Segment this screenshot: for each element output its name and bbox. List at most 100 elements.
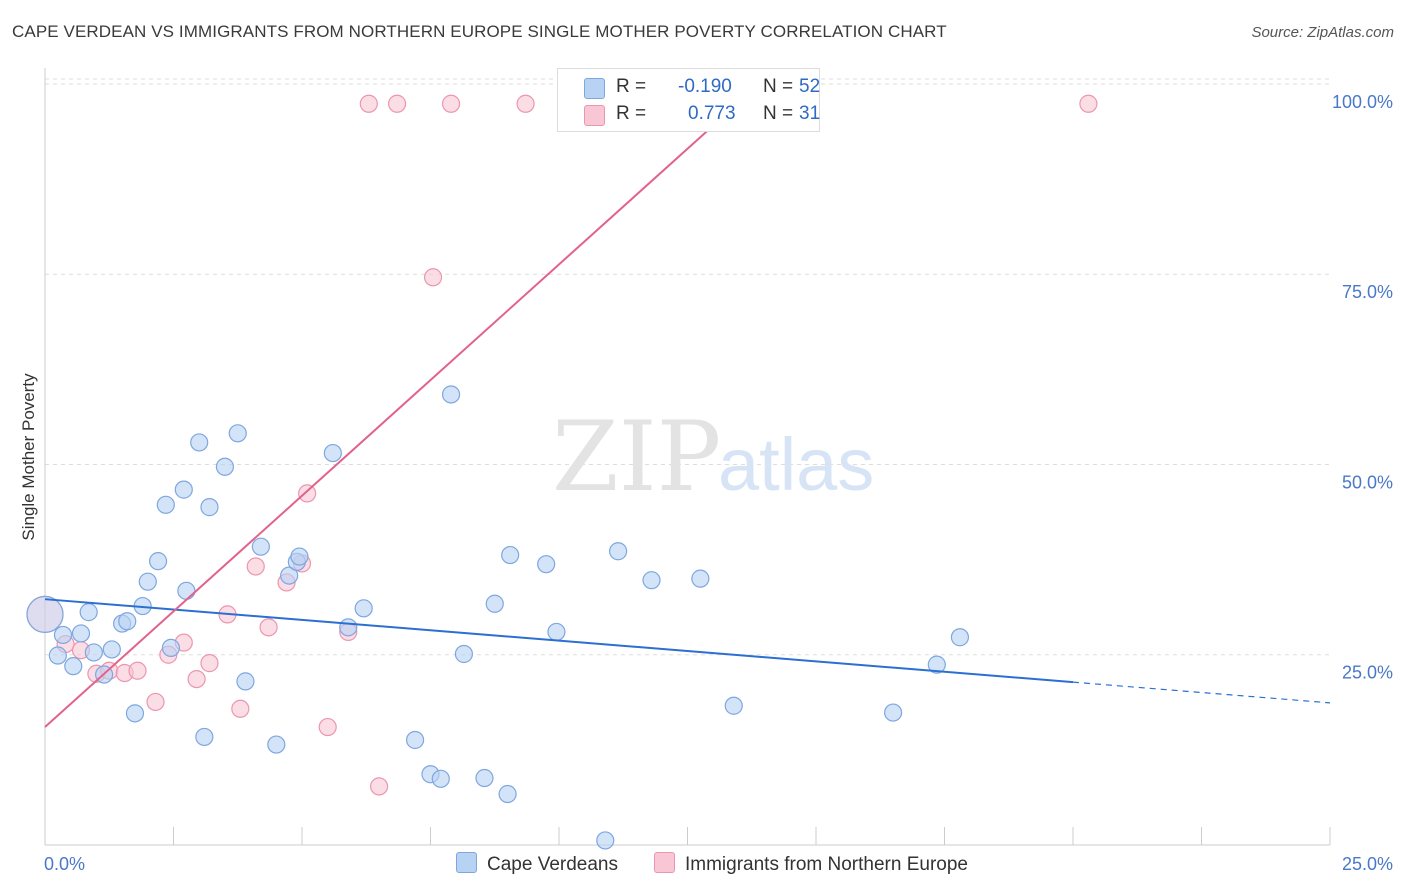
point-cape-verdean <box>177 581 196 600</box>
trend-lines <box>44 83 1331 728</box>
point-immigrants-northern-europe <box>259 618 278 637</box>
legend-n-value: 31 <box>799 103 821 124</box>
point-cape-verdean <box>215 457 234 476</box>
legend-r-label: R = <box>616 103 647 124</box>
point-cape-verdean <box>200 498 219 517</box>
tick-labels: 25.0% 50.0% 75.0% 100.0% 0.0% 25.0% <box>44 92 1393 874</box>
point-cape-verdean <box>102 640 121 659</box>
point-cape-verdean <box>323 443 342 463</box>
point-cape-verdean <box>724 696 743 715</box>
point-cape-verdean <box>454 644 474 664</box>
legend-n-value: 52 <box>799 76 821 97</box>
point-cape-verdean <box>195 727 214 747</box>
x-tick-label: 25.0% <box>1342 854 1393 874</box>
point-immigrants-northern-europe <box>187 669 206 689</box>
point-cape-verdean <box>950 628 970 647</box>
point-immigrants-northern-europe <box>128 661 147 680</box>
point-cape-verdean <box>927 655 946 674</box>
point-cape-verdean <box>79 603 98 622</box>
point-cape-verdean <box>64 657 83 676</box>
watermark-atlas: atlas <box>718 423 874 506</box>
point-cape-verdean <box>596 831 615 850</box>
point-cape-verdean <box>174 480 193 499</box>
y-tick-label: 75.0% <box>1342 282 1393 302</box>
point-cape-verdean <box>354 599 373 618</box>
point-cape-verdean <box>53 625 73 645</box>
point-immigrants-northern-europe <box>370 777 389 796</box>
point-cape-verdean <box>547 622 566 642</box>
point-immigrants-northern-europe <box>516 94 535 113</box>
trend-line-cape-verdeans <box>44 598 1074 684</box>
point-cape-verdean <box>228 424 247 443</box>
point-cape-verdean <box>883 703 903 722</box>
watermark-zip: ZIP <box>552 401 721 513</box>
point-cape-verdean <box>290 547 309 566</box>
trend-line-cape-verdeans-extension <box>1072 681 1331 704</box>
point-cape-verdean <box>236 672 255 691</box>
point-cape-verdean <box>156 495 175 514</box>
axes <box>44 68 1331 846</box>
y-tick-label: 50.0% <box>1342 472 1393 492</box>
point-immigrants-northern-europe <box>359 94 378 113</box>
correlation-legend: R = -0.190 N = 52 R = 0.773 N = 31 <box>557 68 820 132</box>
legend-swatch-pink <box>584 105 605 126</box>
point-cape-verdean <box>138 572 157 591</box>
legend-n-label: N = <box>763 76 794 97</box>
point-cape-verdean <box>501 545 520 565</box>
bottom-legend-swatch-pink <box>654 852 675 873</box>
point-immigrants-northern-europe <box>318 717 337 737</box>
bottom-legend-immigrants: Immigrants from Northern Europe <box>654 852 968 876</box>
point-cape-verdean <box>405 730 425 750</box>
point-cape-verdean <box>161 638 181 657</box>
bottom-legend-cape-verdeans: Cape Verdeans <box>456 852 618 876</box>
point-cape-verdean <box>251 537 270 556</box>
point-immigrants-northern-europe <box>298 484 317 503</box>
chart-title: CAPE VERDEAN VS IMMIGRANTS FROM NORTHERN… <box>12 22 947 41</box>
point-immigrants-northern-europe <box>146 692 165 712</box>
legend-r-value: 0.773 <box>688 103 736 124</box>
point-cape-verdean <box>441 385 461 404</box>
x-tick-label: 0.0% <box>44 854 85 874</box>
legend-swatch-blue <box>584 78 605 99</box>
bottom-legend-label: Cape Verdeans <box>487 854 618 875</box>
legend-r-label: R = <box>616 76 647 97</box>
grid-lines <box>45 78 1330 656</box>
y-axis-label: Single Mother Poverty <box>19 373 38 541</box>
point-cape-verdean <box>498 784 517 804</box>
point-cape-verdean <box>48 646 67 665</box>
bottom-legend-label: Immigrants from Northern Europe <box>685 854 968 875</box>
point-cape-verdean <box>26 595 64 634</box>
point-cape-verdean <box>71 624 91 643</box>
legend-n-label: N = <box>763 103 794 124</box>
point-cape-verdean <box>609 542 628 561</box>
point-cape-verdean <box>148 552 168 571</box>
point-immigrants-northern-europe <box>200 654 219 673</box>
trend-line-immigrants <box>44 83 761 728</box>
point-cape-verdean <box>475 768 494 788</box>
point-immigrants-northern-europe <box>441 94 461 113</box>
legend-r-value: -0.190 <box>678 76 732 97</box>
series-cape-verdeans-points <box>26 385 970 850</box>
point-cape-verdean <box>267 735 286 754</box>
point-cape-verdean <box>485 594 504 613</box>
y-tick-label: 100.0% <box>1332 92 1393 112</box>
point-immigrants-northern-europe <box>231 699 250 718</box>
y-tick-label: 25.0% <box>1342 663 1393 683</box>
point-cape-verdean <box>537 555 556 574</box>
point-cape-verdean <box>84 643 103 662</box>
point-immigrants-northern-europe <box>246 557 265 576</box>
point-cape-verdean <box>691 569 710 588</box>
source-label: Source: ZipAtlas.com <box>1251 24 1394 41</box>
point-immigrants-northern-europe <box>423 268 443 287</box>
point-cape-verdean <box>190 433 209 452</box>
point-cape-verdean <box>280 566 299 585</box>
point-cape-verdean <box>431 769 450 788</box>
point-immigrants-northern-europe <box>387 94 407 113</box>
point-cape-verdean <box>125 704 145 723</box>
watermark: ZIP atlas <box>552 401 874 513</box>
point-cape-verdean <box>118 612 137 631</box>
point-cape-verdean <box>642 571 661 590</box>
bottom-legend-swatch-blue <box>456 852 477 873</box>
point-cape-verdean <box>339 618 358 637</box>
